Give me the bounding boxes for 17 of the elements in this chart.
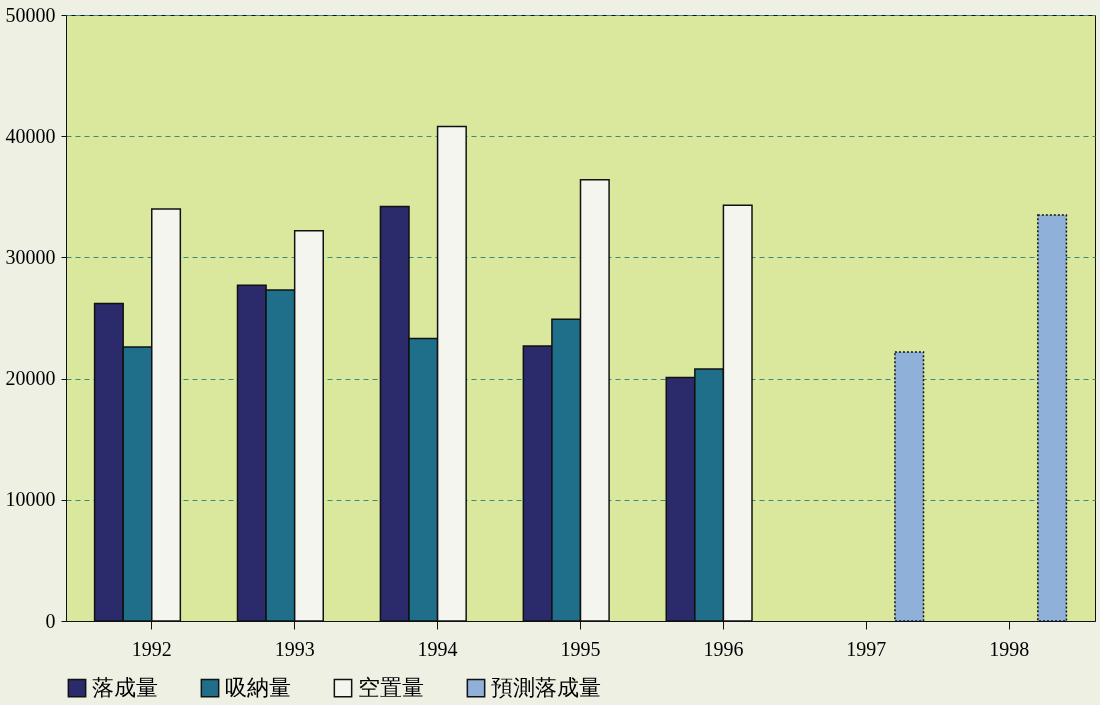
legend-label: 吸納量 xyxy=(225,675,291,701)
y-tick-label: 40000 xyxy=(5,124,56,147)
legend-label: 預測落成量 xyxy=(491,675,601,701)
x-tick-label: 1995 xyxy=(560,637,601,660)
x-tick-label: 1996 xyxy=(703,637,744,660)
x-tick-label: 1992 xyxy=(131,637,172,660)
y-tick-label: 0 xyxy=(45,609,56,632)
legend-label: 落成量 xyxy=(92,675,158,701)
y-tick-label: 10000 xyxy=(5,488,56,511)
x-tick-label: 1998 xyxy=(989,637,1030,660)
y-tick-label: 20000 xyxy=(5,367,56,390)
x-tick-label: 1993 xyxy=(274,637,315,660)
legend-label: 空置量 xyxy=(358,675,424,701)
x-tick-label: 1994 xyxy=(417,637,458,660)
y-tick-label: 50000 xyxy=(5,3,56,26)
y-tick-label: 30000 xyxy=(5,245,56,268)
x-tick-label: 1997 xyxy=(846,637,887,660)
